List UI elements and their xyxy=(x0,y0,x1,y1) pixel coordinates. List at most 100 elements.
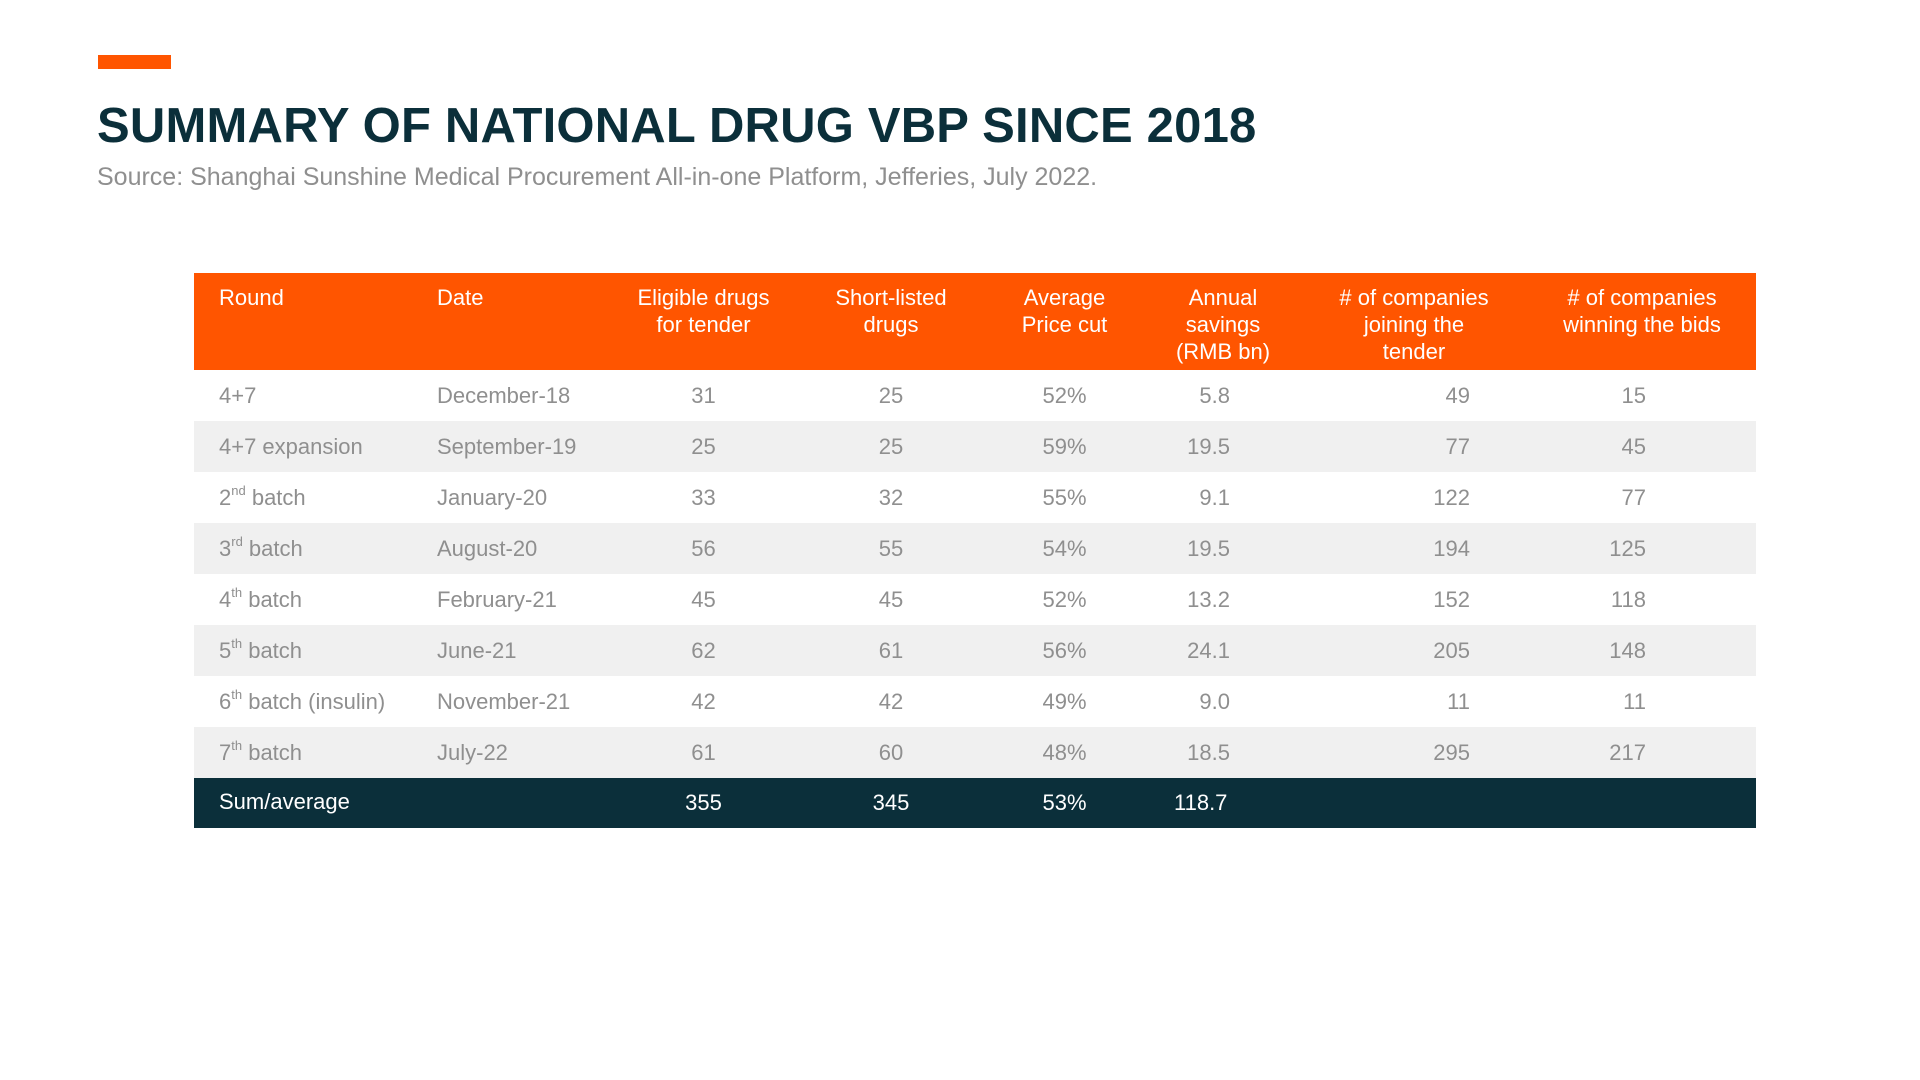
cell-eligible: 61 xyxy=(691,739,716,765)
cell-savings: 18.5 xyxy=(1187,739,1230,765)
cell-date: August-20 xyxy=(437,535,538,561)
cell-short-listed: 42 xyxy=(878,688,904,714)
cell-joining: 49 xyxy=(1445,382,1470,408)
table-row: 5th batch June-21 62 61 56% 24.1 205 148 xyxy=(194,625,1756,676)
cell-joining: 205 xyxy=(1433,637,1470,663)
header-savings-line-3: (RMB bn) xyxy=(1175,339,1271,364)
table-row: 7th batch July-22 61 60 48% 18.5 295 217 xyxy=(194,727,1756,778)
summary-price-cut: 53% xyxy=(1042,790,1087,815)
summary-eligible: 355 xyxy=(685,790,722,815)
cell-eligible: 33 xyxy=(691,484,716,510)
cell-eligible: 56 xyxy=(691,535,716,561)
header-date: Date xyxy=(437,285,484,310)
header-eligible-drugs: Eligible drugs for tender xyxy=(608,273,799,370)
cell-winning: 125 xyxy=(1609,535,1646,561)
header-joining-line-2: joining the xyxy=(1363,312,1465,337)
cell-short-listed: 61 xyxy=(878,637,904,663)
summary-label: Sum/average xyxy=(219,789,350,814)
cell-price-cut: 48% xyxy=(1042,739,1087,765)
cell-round: 5th batch xyxy=(219,635,303,663)
header-cut-line-1: Average xyxy=(1023,285,1106,310)
table-row: 2nd batch January-20 33 32 55% 9.1 122 7… xyxy=(194,472,1756,523)
vbp-summary-table: Round Date Eligible drugs for tender Sho… xyxy=(194,273,1756,828)
cell-winning: 77 xyxy=(1621,484,1646,510)
cell-savings: 19.5 xyxy=(1187,535,1230,561)
summary-winning-empty xyxy=(1528,778,1756,828)
cell-date: November-21 xyxy=(437,688,571,714)
cell-short-listed: 55 xyxy=(878,535,904,561)
header-round: Round xyxy=(219,285,284,310)
summary-joining-empty xyxy=(1300,778,1528,828)
summary-short-listed: 345 xyxy=(872,790,910,815)
cell-price-cut: 52% xyxy=(1042,382,1087,408)
cell-eligible: 62 xyxy=(691,637,716,663)
cell-price-cut: 56% xyxy=(1042,637,1087,663)
cell-joining: 194 xyxy=(1433,535,1470,561)
cell-eligible: 25 xyxy=(691,433,716,459)
header-price-cut: Average Price cut xyxy=(983,273,1146,370)
cell-winning: 15 xyxy=(1621,382,1646,408)
cell-short-listed: 32 xyxy=(878,484,904,510)
cell-savings: 9.1 xyxy=(1199,484,1230,510)
cell-short-listed: 25 xyxy=(878,433,904,459)
cell-winning: 148 xyxy=(1609,637,1646,663)
cell-eligible: 31 xyxy=(691,382,716,408)
table-header-row: Round Date Eligible drugs for tender Sho… xyxy=(194,273,1756,370)
cell-round: 2nd batch xyxy=(219,482,306,510)
cell-eligible: 45 xyxy=(691,586,716,612)
summary-savings: 118.7 xyxy=(1174,790,1228,815)
cell-price-cut: 49% xyxy=(1042,688,1087,714)
cell-round: 6th batch (insulin) xyxy=(219,686,386,714)
cell-date: September-19 xyxy=(437,433,577,459)
cell-joining: 295 xyxy=(1433,739,1470,765)
cell-winning: 45 xyxy=(1621,433,1646,459)
cell-savings: 19.5 xyxy=(1187,433,1230,459)
cell-round: 4+7 xyxy=(219,382,257,408)
table-row: 4+7 December-18 31 25 52% 5.8 49 15 xyxy=(194,370,1756,421)
header-short-line-2: drugs xyxy=(863,312,919,337)
header-companies-joining: # of companies joining the tender xyxy=(1300,273,1528,370)
cell-date: June-21 xyxy=(437,637,517,663)
source-note: Source: Shanghai Sunshine Medical Procur… xyxy=(97,163,1098,191)
cell-price-cut: 52% xyxy=(1042,586,1087,612)
cell-date: February-21 xyxy=(437,586,557,612)
page-title: SUMMARY OF NATIONAL DRUG VBP SINCE 2018 xyxy=(97,99,1257,153)
header-cut-line-2: Price cut xyxy=(1021,312,1108,337)
title-accent-bar xyxy=(98,55,171,69)
cell-savings: 5.8 xyxy=(1199,382,1230,408)
cell-short-listed: 25 xyxy=(878,382,904,408)
table-row: 6th batch (insulin) November-21 42 42 49… xyxy=(194,676,1756,727)
cell-round: 4th batch xyxy=(219,584,303,612)
header-winning-line-2: winning the bids xyxy=(1563,312,1721,337)
cell-price-cut: 59% xyxy=(1042,433,1087,459)
header-savings-line-1: Annual xyxy=(1188,285,1258,310)
table-row: 4+7 expansion September-19 25 25 59% 19.… xyxy=(194,421,1756,472)
header-joining-line-1: # of companies xyxy=(1339,285,1489,310)
header-joining-line-3: tender xyxy=(1382,339,1446,364)
cell-joining: 77 xyxy=(1445,433,1470,459)
cell-winning: 217 xyxy=(1609,739,1646,765)
cell-round: 4+7 expansion xyxy=(219,433,363,459)
cell-date: December-18 xyxy=(437,382,571,408)
cell-savings: 9.0 xyxy=(1199,688,1230,714)
header-eligible-line-2: for tender xyxy=(656,312,751,337)
cell-price-cut: 54% xyxy=(1042,535,1087,561)
cell-joining: 11 xyxy=(1447,688,1470,714)
header-savings-line-2: savings xyxy=(1185,312,1261,337)
header-short-line-1: Short-listed xyxy=(835,285,947,310)
cell-savings: 13.2 xyxy=(1187,586,1230,612)
cell-short-listed: 60 xyxy=(878,739,904,765)
header-short-listed: Short-listed drugs xyxy=(799,273,983,370)
cell-date: January-20 xyxy=(437,484,548,510)
cell-joining: 122 xyxy=(1433,484,1470,510)
cell-price-cut: 55% xyxy=(1042,484,1087,510)
table-row: 3rd batch August-20 56 55 54% 19.5 194 1… xyxy=(194,523,1756,574)
cell-eligible: 42 xyxy=(691,688,716,714)
cell-winning: 11 xyxy=(1623,688,1646,714)
cell-winning: 118 xyxy=(1610,586,1646,612)
summary-date-empty xyxy=(412,778,608,828)
table-summary-row: Sum/average 355 345 53% 118.7 xyxy=(194,778,1756,828)
cell-savings: 24.1 xyxy=(1187,637,1230,663)
cell-short-listed: 45 xyxy=(878,586,904,612)
cell-joining: 152 xyxy=(1433,586,1470,612)
